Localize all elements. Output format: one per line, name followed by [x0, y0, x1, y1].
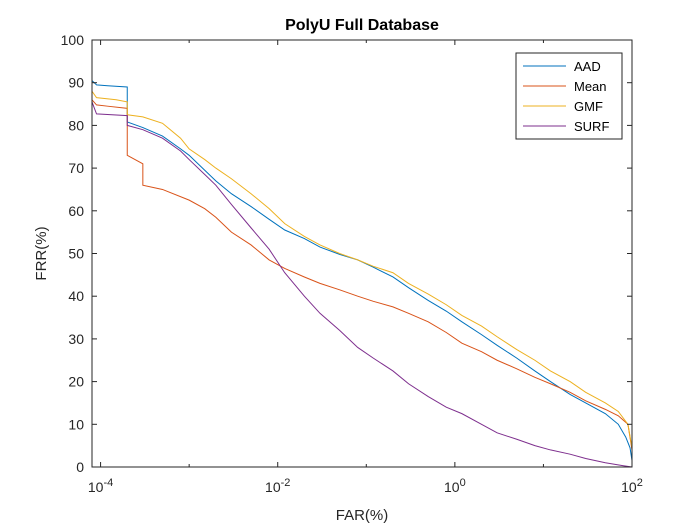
y-tick-label: 100: [61, 32, 85, 48]
y-axis-label: FRR(%): [33, 226, 50, 280]
x-tick-label: 10-4: [88, 477, 113, 495]
x-tick-label: 102: [621, 477, 643, 495]
legend: AAD Mean GMF SURF: [515, 52, 623, 140]
x-tick-label: 10-2: [265, 477, 290, 495]
ticks-layer: 0 10 20 30 40 50 60 70 80 90 100 10-4 10-2 100 102: [61, 32, 643, 495]
y-tick-label: 80: [68, 117, 84, 133]
legend-label-mean: Mean: [574, 79, 607, 94]
y-tick-label: 90: [68, 75, 84, 91]
y-tick-label: 50: [68, 246, 84, 262]
legend-label-aad: AAD: [574, 59, 601, 74]
y-tick-label: 60: [68, 203, 84, 219]
y-tick-label: 40: [68, 288, 84, 304]
y-tick-label: 30: [68, 331, 84, 347]
x-tick-label: 100: [444, 477, 466, 495]
y-tick-label: 70: [68, 160, 84, 176]
series-layer: [91, 80, 633, 468]
y-tick-label: 0: [76, 459, 84, 475]
legend-label-surf: SURF: [574, 119, 609, 134]
y-tick-label: 10: [68, 416, 84, 432]
legend-label-gmf: GMF: [574, 99, 603, 114]
series-line-surf: [91, 101, 633, 468]
chart-title: PolyU Full Database: [285, 17, 439, 34]
x-axis-label: FAR(%): [336, 507, 389, 524]
series-line-mean: [91, 99, 633, 450]
series-line-gmf: [91, 90, 633, 448]
legend-box: [515, 52, 623, 140]
y-tick-label: 20: [68, 374, 84, 390]
